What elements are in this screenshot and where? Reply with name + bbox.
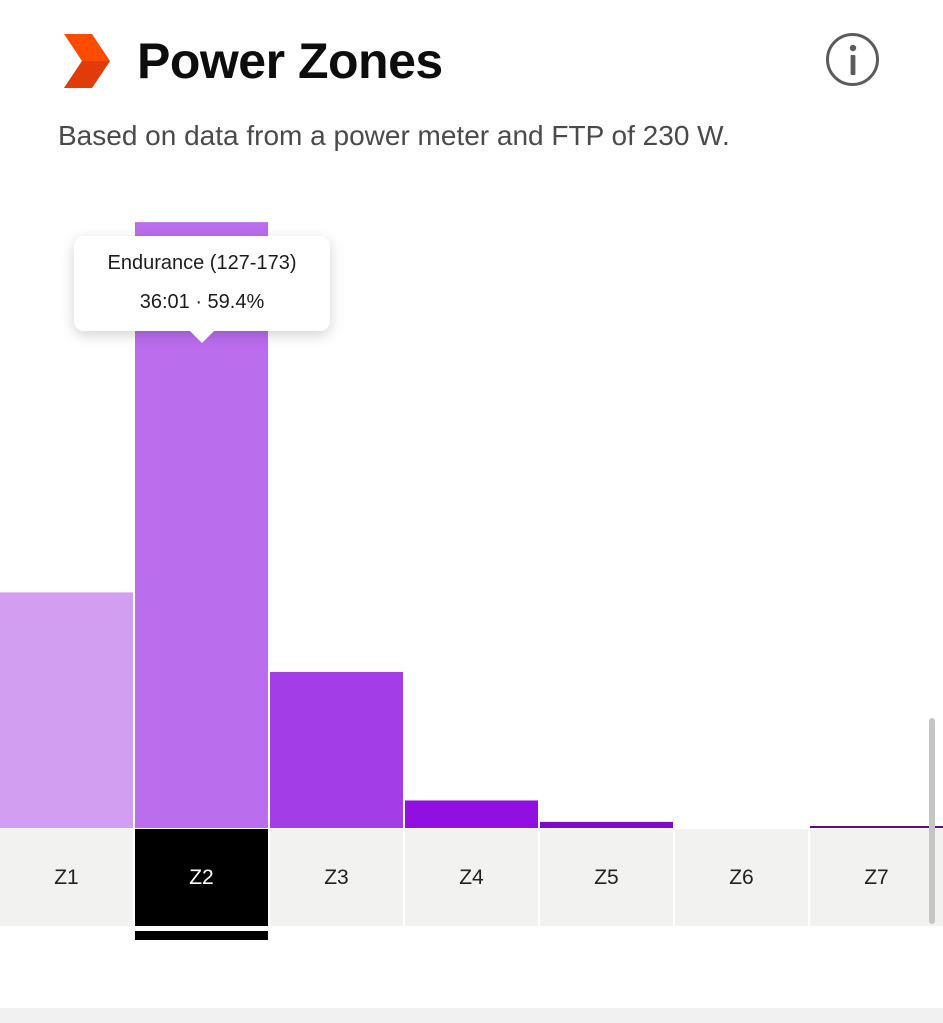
info-button[interactable] [826, 33, 879, 86]
tooltip-value: 36:01 · 59.4% [139, 291, 265, 313]
scrollbar[interactable] [929, 718, 935, 924]
zone-tab-z5[interactable]: Z5 [540, 829, 673, 926]
zone-tab-z1[interactable]: Z1 [0, 829, 133, 926]
selected-zone-indicator [135, 931, 268, 940]
zone-tooltip: Endurance (127-173) 36:01 · 59.4% [74, 236, 330, 343]
page-title: Power Zones [137, 33, 443, 89]
bar-z3[interactable] [270, 671, 403, 828]
tooltip-title: Endurance (127-173) [107, 252, 297, 274]
bar-z5[interactable] [540, 821, 673, 828]
bar-z7[interactable] [810, 826, 943, 828]
bar-z4[interactable] [405, 800, 538, 828]
zone-tab-z4[interactable]: Z4 [405, 829, 538, 926]
zone-tab-z6[interactable]: Z6 [675, 829, 808, 926]
power-zones-chart [0, 222, 943, 828]
page-subtitle: Based on data from a power meter and FTP… [58, 120, 730, 151]
bottom-divider [0, 1008, 943, 1023]
zone-selector: Z1 Z2 Z3 Z4 Z5 Z6 Z7 [0, 829, 943, 926]
strava-chevron-icon [64, 34, 110, 88]
zone-tab-z2[interactable]: Z2 [135, 829, 268, 926]
bar-z1[interactable] [0, 592, 133, 828]
zone-tab-z7[interactable]: Z7 [810, 829, 943, 926]
zone-tab-z3[interactable]: Z3 [270, 829, 403, 926]
info-icon [849, 44, 856, 75]
